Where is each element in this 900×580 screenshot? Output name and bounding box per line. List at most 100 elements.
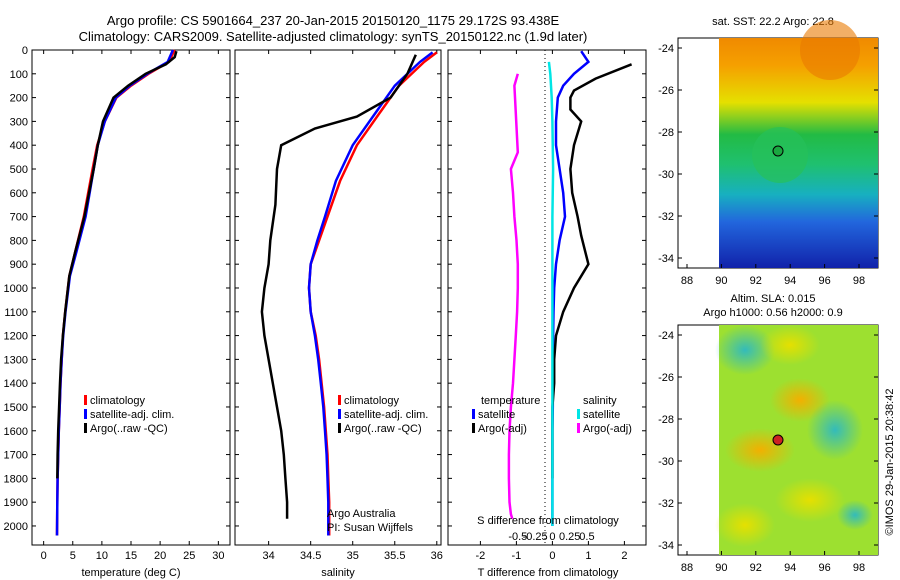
temperature-line-climatology xyxy=(55,49,176,536)
difference-x-tick-label: -1 xyxy=(512,550,522,562)
temperature-legend-climatology: climatology xyxy=(90,395,146,407)
difference-legend-sal-argo: Argo(-adj) xyxy=(583,423,632,435)
difference-top-tick-label: 0.5 xyxy=(579,531,594,543)
temperature-profiles xyxy=(55,49,178,536)
temperature-legend: climatology satellite-adj. clim. Argo(..… xyxy=(84,395,174,435)
salinity-note-pi: PI: Susan Wijffels xyxy=(327,522,413,534)
sst-map-axes: -24 -26 -28 -30 -32 -34 88 90 92 94 96 98 xyxy=(658,43,878,287)
depth-axis: 0 100 200 300 400 500 600 700 800 900 1000 1100 1200… xyxy=(4,45,646,533)
difference-legend-temp-header: temperature xyxy=(481,395,540,407)
sst-map-x-tick-label: 96 xyxy=(818,275,830,287)
difference-top-label: S difference from climatology xyxy=(477,515,619,527)
temperature-line-argo-raw-qc- xyxy=(56,50,178,479)
salinity-x-tick-label: 36 xyxy=(431,550,443,562)
depth-tick-label: 800 xyxy=(10,235,28,247)
salinity-profiles xyxy=(260,51,438,536)
sst-map-y-tick-label: -26 xyxy=(658,85,674,97)
salinity-note-argo-australia: Argo Australia xyxy=(327,508,396,520)
legend-swatch-sal-satellite xyxy=(577,409,580,419)
difference-legend-temp-argo: Argo(-adj) xyxy=(478,423,527,435)
depth-tick-label: 1000 xyxy=(4,283,28,295)
sst-map-y-tick-label: -32 xyxy=(658,211,674,223)
temperature-x-tick-label: 30 xyxy=(212,550,224,562)
legend-swatch-temp-satellite xyxy=(472,409,475,419)
salinity-x-tick-label: 34 xyxy=(263,550,275,562)
sla-patch xyxy=(760,325,820,365)
salinity-line-argo-raw-qc- xyxy=(260,54,417,519)
temperature-x-tick-label: 5 xyxy=(70,550,76,562)
difference-line-salinity-argo-adj- xyxy=(507,73,520,520)
sla-patch xyxy=(725,428,795,472)
sla-map-x-tick-label: 92 xyxy=(750,562,762,574)
salinity-x-tick-label: 35.5 xyxy=(384,550,405,562)
sla-map-title2: Argo h1000: 0.56 h2000: 0.9 xyxy=(703,307,842,319)
depth-tick-label: 500 xyxy=(10,164,28,176)
sst-map-x-tick-label: 90 xyxy=(715,275,727,287)
temperature-x-label: temperature (deg C) xyxy=(81,567,180,579)
sla-map-title1: Altim. SLA: 0.015 xyxy=(731,293,816,305)
sst-map-x-tick-label: 94 xyxy=(784,275,796,287)
temperature-x-tick-label: 0 xyxy=(41,550,47,562)
depth-tick-label: 700 xyxy=(10,212,28,224)
figure-title-line2: Climatology: CARS2009. Satellite-adjuste… xyxy=(79,29,588,44)
sla-patch xyxy=(715,503,775,547)
sla-patch xyxy=(715,325,775,375)
sla-map-axes: -24 -26 -28 -30 -32 -34 88 90 92 94 96 98 xyxy=(658,330,878,574)
salinity-line-satellite-adj-clim- xyxy=(307,51,434,536)
salinity-x-tick-label: 35 xyxy=(347,550,359,562)
temperature-panel-frame xyxy=(31,49,231,546)
difference-x-label: T difference from climatology xyxy=(478,567,619,579)
sla-map-x-tick-label: 98 xyxy=(853,562,865,574)
depth-tick-label: 1700 xyxy=(4,450,28,462)
salinity-x-label: salinity xyxy=(321,567,355,579)
sst-map-y-tick-label: -34 xyxy=(658,253,674,265)
difference-top-tick-label: -0.5 xyxy=(508,531,527,543)
depth-tick-label: 300 xyxy=(10,116,28,128)
sst-map-x-tick-label: 92 xyxy=(750,275,762,287)
legend-swatch-satellite xyxy=(338,409,341,419)
sst-map-y-tick-label: -30 xyxy=(658,169,674,181)
difference-panel-frame xyxy=(447,49,647,546)
depth-tick-label: 1100 xyxy=(4,307,28,319)
sla-map-y-tick-label: -34 xyxy=(658,540,674,552)
depth-tick-label: 1500 xyxy=(4,402,28,414)
figure-title-line1: Argo profile: CS 5901664_237 20-Jan-2015… xyxy=(107,13,560,28)
difference-top-tick-label: 0.25 xyxy=(559,531,580,543)
depth-tick-label: 1600 xyxy=(4,426,28,438)
difference-line-temperature-argo-adj- xyxy=(551,63,633,479)
sla-patch xyxy=(775,478,845,522)
sst-map-y-tick-label: -28 xyxy=(658,127,674,139)
sla-map-y-tick-label: -26 xyxy=(658,372,674,384)
temperature-legend-satellite: satellite-adj. clim. xyxy=(90,409,174,421)
temperature-line-satellite-adj-clim- xyxy=(55,49,175,536)
depth-tick-label: 0 xyxy=(22,45,28,57)
sst-map-title: sat. SST: 22.2 Argo: 22.8 xyxy=(712,16,834,28)
difference-profiles xyxy=(507,50,633,526)
depth-tick-label: 1200 xyxy=(4,331,28,343)
temperature-x-tick-label: 25 xyxy=(183,550,195,562)
temperature-x-tick-label: 20 xyxy=(154,550,166,562)
difference-x-tick-label: -2 xyxy=(476,550,486,562)
sla-map-x-tick-label: 90 xyxy=(715,562,727,574)
depth-tick-label: 100 xyxy=(10,69,28,81)
depth-tick-label: 1400 xyxy=(4,378,28,390)
depth-tick-label: 1800 xyxy=(4,473,28,485)
sst-map-x-tick-label: 88 xyxy=(681,275,693,287)
legend-swatch-climatology xyxy=(338,395,341,405)
sst-map-profile-marker xyxy=(772,145,784,157)
depth-tick-label: 600 xyxy=(10,188,28,200)
depth-tick-label: 900 xyxy=(10,259,28,271)
legend-swatch-argo xyxy=(84,423,87,433)
temperature-x-tick-label: 10 xyxy=(96,550,108,562)
depth-tick-label: 1900 xyxy=(4,497,28,509)
sla-map-y-tick-label: -28 xyxy=(658,414,674,426)
salinity-legend-climatology: climatology xyxy=(344,395,400,407)
difference-x-tick-label: 2 xyxy=(621,550,627,562)
difference-line-temperature-satellite xyxy=(551,50,591,526)
salinity-legend: climatology satellite-adj. clim. Argo(..… xyxy=(338,395,428,435)
difference-top-tick-label: -0.25 xyxy=(523,531,548,543)
temperature-legend-argo: Argo(..raw -QC) xyxy=(90,423,168,435)
difference-legend: temperature salinity satellite Argo(-adj… xyxy=(472,395,632,435)
difference-legend-sal-satellite: satellite xyxy=(583,409,620,421)
